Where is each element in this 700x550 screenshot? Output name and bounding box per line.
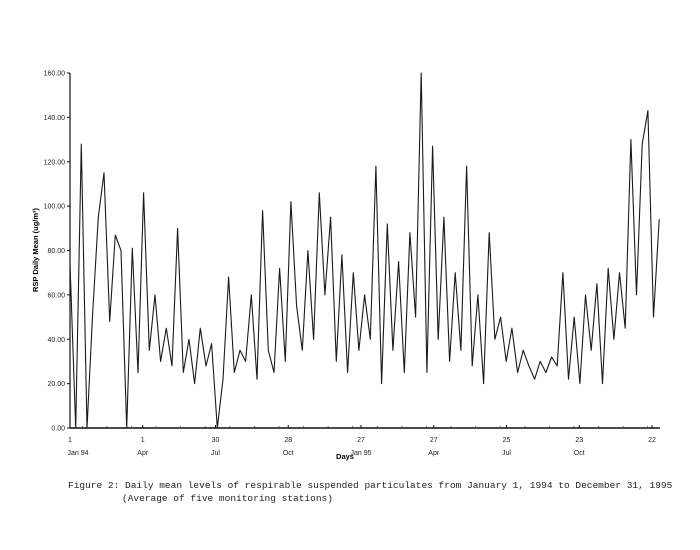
y-tick-label: 160.00 (44, 71, 66, 78)
x-axis: 1 Jan 94 1 Apr 30 Jul 28 Oct 27 Jan 95 27 Apr 25 Jul 2… (67, 425, 660, 457)
x-tick-day-label: 22 (648, 437, 656, 444)
y-tick-label: 120.00 (44, 159, 66, 166)
x-tick-month-label: Jul (211, 450, 220, 457)
y-tick-label: 40.00 (47, 337, 65, 344)
x-tick-day-label: 30 (212, 437, 220, 444)
x-tick-day-label: 27 (430, 437, 438, 444)
x-tick-month-label: Apr (137, 450, 149, 457)
y-tick-label: 140.00 (44, 115, 66, 122)
y-tick-label: 60.00 (47, 292, 65, 299)
x-tick-month-label: Oct (283, 450, 294, 457)
series-line-rsp (69, 72, 660, 429)
x-tick-day-label: 1 (141, 437, 145, 444)
x-tick-day-label: 27 (357, 437, 365, 444)
x-axis-label: Days (336, 452, 354, 461)
x-tick-month-label: Jan 94 (67, 450, 88, 457)
y-tick-label: 20.00 (47, 381, 65, 388)
x-tick-day-label: 1 (68, 437, 72, 444)
figure-caption-line2: (Average of five monitoring stations) (122, 493, 333, 504)
y-tick-label: 80.00 (47, 248, 65, 255)
x-tick-month-label: Oct (574, 450, 585, 457)
x-tick-month-label: Jul (502, 450, 511, 457)
y-tick-label: 100.00 (44, 204, 66, 211)
x-tick-month-label: Jan 95 (350, 450, 371, 457)
x-tick-day-label: 23 (575, 437, 583, 444)
figure-caption-line1: Figure 2: Daily mean levels of respirabl… (68, 480, 673, 491)
y-axis-label: RSP Daily Mean (ug/m³) (31, 207, 40, 292)
x-tick-month-label: Apr (428, 450, 440, 457)
x-tick-day-label: 25 (503, 437, 511, 444)
y-tick-label: 0.00 (51, 426, 65, 433)
y-axis: 0.00 20.00 40.00 60.00 80.00 100.00 120.00 140.… (44, 71, 71, 433)
x-tick-day-label: 28 (284, 437, 292, 444)
